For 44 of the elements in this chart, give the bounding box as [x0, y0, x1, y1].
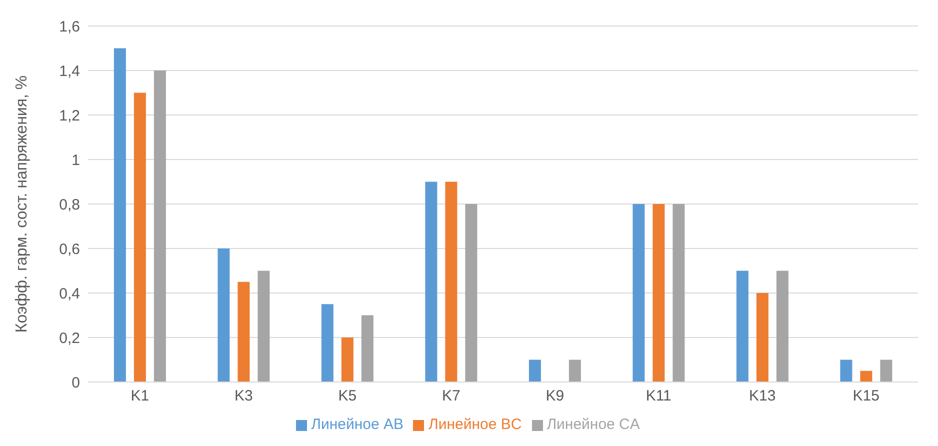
bar [321, 304, 334, 382]
bar [425, 182, 438, 382]
x-tick-label: K1 [130, 388, 150, 405]
x-tick-label: K7 [442, 388, 460, 405]
bar [218, 248, 230, 382]
bar [445, 182, 458, 382]
y-tick-label: 1 [72, 152, 80, 169]
x-tick-label: K11 [646, 388, 672, 405]
bar [528, 360, 541, 382]
bar [840, 360, 852, 382]
bar [568, 360, 581, 382]
y-tick-label: 0,8 [59, 196, 80, 214]
bar [756, 293, 768, 382]
x-tick-label: K9 [546, 388, 564, 405]
x-tick-label: K15 [852, 388, 880, 405]
bar [652, 204, 665, 382]
bar [860, 370, 872, 382]
y-tick-label: 1,4 [59, 62, 80, 80]
bar [736, 270, 748, 382]
y-tick-label: 0 [72, 374, 80, 392]
y-tick-label: 0,2 [59, 330, 80, 347]
x-tick-label: K3 [234, 388, 253, 405]
legend-label: Линейное AB [311, 416, 404, 433]
bar [258, 270, 270, 382]
x-tick-label: K13 [749, 388, 776, 405]
bar [880, 360, 892, 382]
bar [632, 204, 645, 382]
y-tick-label: 0,6 [59, 240, 80, 258]
legend-label: Линейное CA [546, 416, 640, 433]
legend-label: Линейное BC [428, 416, 522, 433]
bar [134, 92, 146, 382]
y-tick-label: 0,4 [59, 285, 80, 302]
bar [776, 270, 788, 382]
bar [361, 315, 374, 382]
y-axis-title: Коэфф. гарм. сост. напряжения, % [14, 75, 31, 333]
y-tick-label: 1,6 [59, 18, 80, 36]
bar [341, 338, 354, 382]
bar [672, 204, 685, 382]
bar [465, 204, 478, 382]
y-tick-label: 1,2 [59, 107, 80, 124]
bar [114, 48, 126, 382]
bar [238, 282, 250, 382]
x-tick-label: K5 [338, 388, 357, 405]
bar [154, 70, 166, 382]
